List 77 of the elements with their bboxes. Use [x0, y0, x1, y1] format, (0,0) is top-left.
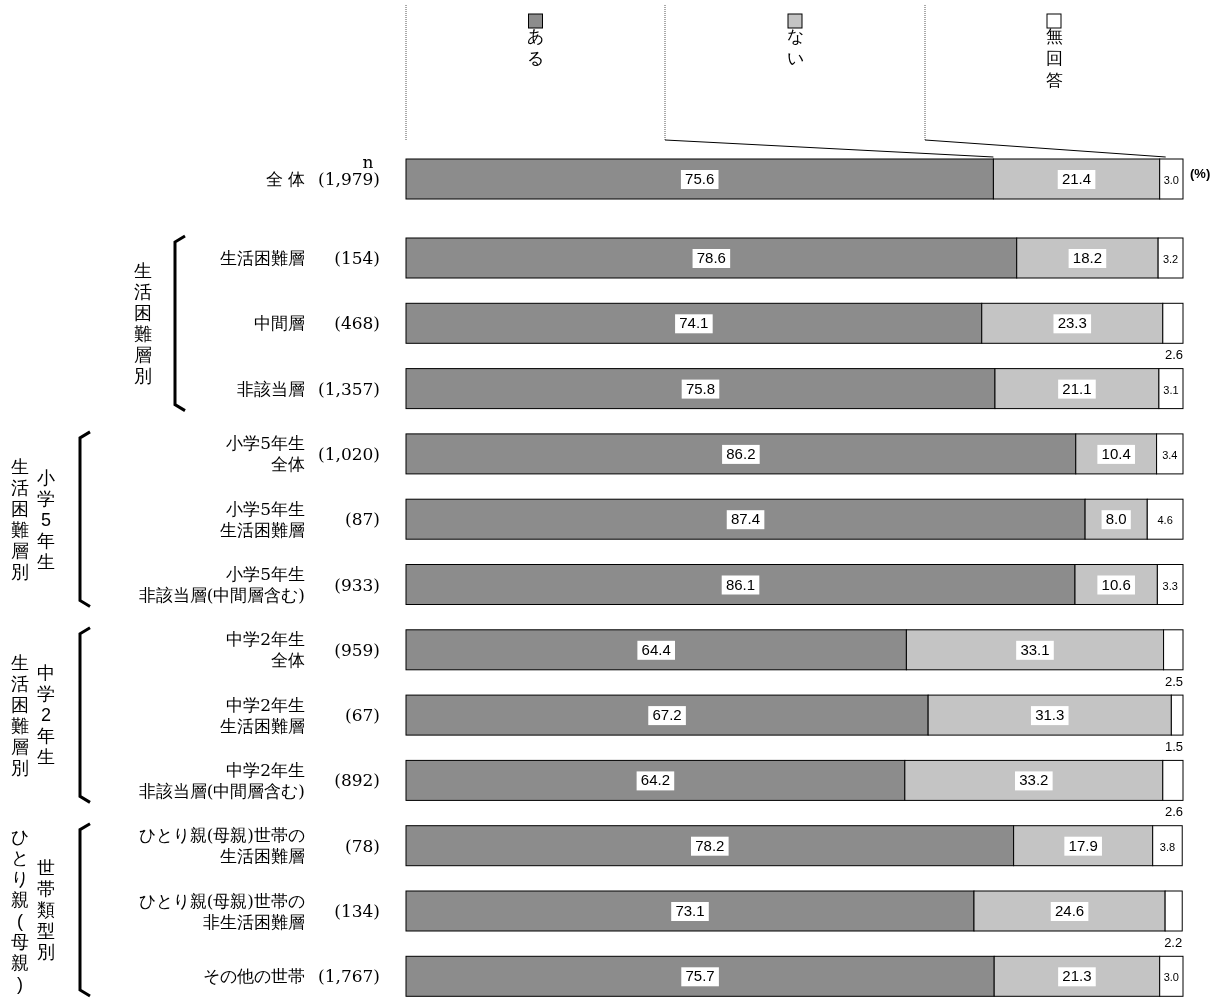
data-label: 3.2	[1162, 253, 1179, 265]
text: 生活困難層別	[134, 261, 152, 387]
y2-tick-label: (468)	[334, 313, 380, 334]
text: (%)	[1190, 166, 1211, 181]
text: 小学5年生	[37, 467, 55, 572]
data-label: 75.8	[685, 379, 716, 397]
text: n	[362, 152, 374, 172]
data-label: 18.2	[1072, 249, 1103, 266]
data-label: 67.2	[652, 706, 682, 724]
y2-tick-label: (87)	[345, 509, 380, 530]
y2-tick-label: (1,767)	[318, 966, 380, 987]
data-label: 3.1	[1163, 383, 1179, 396]
data-label: 78.6	[696, 249, 726, 266]
y-tick-label: 中学2年生全体	[226, 629, 305, 671]
y2-tick-label: (78)	[345, 835, 380, 856]
data-label: 17.9	[1068, 836, 1098, 854]
data-label: 10.6	[1101, 575, 1131, 593]
data-label: 2.5	[1164, 673, 1183, 689]
data-label: 8.0	[1105, 510, 1127, 528]
data-label: 87.4	[730, 510, 761, 528]
data-label: 10.4	[1101, 444, 1131, 462]
y2-tick-label: (1,357)	[318, 378, 380, 399]
data-label: 2.2	[1164, 935, 1183, 950]
data-label: 21.3	[1062, 967, 1092, 985]
data-label: 3.3	[1162, 579, 1178, 592]
data-label: 64.4	[641, 640, 671, 658]
data-label: 1.5	[1164, 739, 1183, 755]
data-label: 21.1	[1062, 379, 1092, 397]
y2-tick-label: (959)	[334, 639, 380, 660]
data-label: 75.6	[685, 170, 715, 187]
data-label: 33.2	[1019, 771, 1049, 789]
data-label: 2.6	[1164, 804, 1183, 820]
y2-tick-label: (134)	[334, 901, 380, 921]
data-label: 78.2	[695, 836, 725, 854]
y-tick-label: 全 体	[265, 169, 305, 189]
y2-tick-label: (154)	[334, 248, 380, 268]
y-tick-label: 中学2年生非該当層(中間層含む)	[138, 759, 305, 801]
y2-tick-label: (892)	[334, 770, 380, 791]
data-label: 3.0	[1163, 174, 1179, 186]
y2-tick-label: (67)	[345, 705, 380, 726]
y-tick-label: 小学5年生全体	[226, 433, 305, 475]
data-label: 3.0	[1163, 971, 1179, 984]
data-label: 33.1	[1020, 640, 1050, 658]
y-tick-label: 小学5年生生活困難層	[220, 498, 305, 540]
data-label: 64.2	[640, 771, 671, 789]
legend-label: ある	[527, 25, 544, 68]
y2-tick-label: (1,979)	[318, 169, 380, 189]
data-label: 24.6	[1054, 902, 1085, 919]
data-label: 86.1	[725, 575, 756, 593]
data-label: 86.2	[726, 444, 756, 462]
data-label: 3.4	[1162, 448, 1178, 461]
y-tick-label: 非該当層	[237, 378, 305, 399]
data-label: 4.6	[1157, 514, 1173, 527]
data-label: 21.4	[1061, 170, 1092, 187]
text: ひとり親(母親)	[11, 826, 29, 994]
data-label: 3.8	[1159, 840, 1176, 853]
y-tick-label: 中間層	[254, 313, 305, 334]
y-tick-label: 生活困難層	[220, 248, 305, 268]
y-tick-label: ひとり親(母親)世帯の生活困難層	[138, 825, 305, 867]
data-label: 2.6	[1164, 347, 1183, 363]
text: 生活困難層別	[11, 457, 29, 582]
legend-label: ない	[786, 25, 804, 68]
text: 生活困難層別	[11, 652, 29, 778]
legend-label: 無回答	[1045, 25, 1063, 90]
text: 世帯類型別	[37, 858, 55, 963]
text: 中学2年生	[37, 663, 55, 768]
data-label: 74.1	[679, 314, 709, 332]
data-label: 23.3	[1057, 314, 1087, 332]
y-tick-label: ひとり親(母親)世帯の非生活困難層	[138, 890, 305, 932]
y2-tick-label: (933)	[334, 574, 380, 595]
data-label: 31.3	[1035, 706, 1065, 724]
y-tick-label: 小学5年生非該当層(中間層含む)	[138, 564, 305, 605]
data-label: 73.1	[675, 902, 705, 919]
y2-tick-label: (1,020)	[318, 443, 380, 464]
y-tick-label: 中学2年生生活困難層	[220, 694, 305, 736]
data-label: 75.7	[685, 967, 715, 985]
y-tick-label: その他の世帯	[203, 966, 305, 987]
